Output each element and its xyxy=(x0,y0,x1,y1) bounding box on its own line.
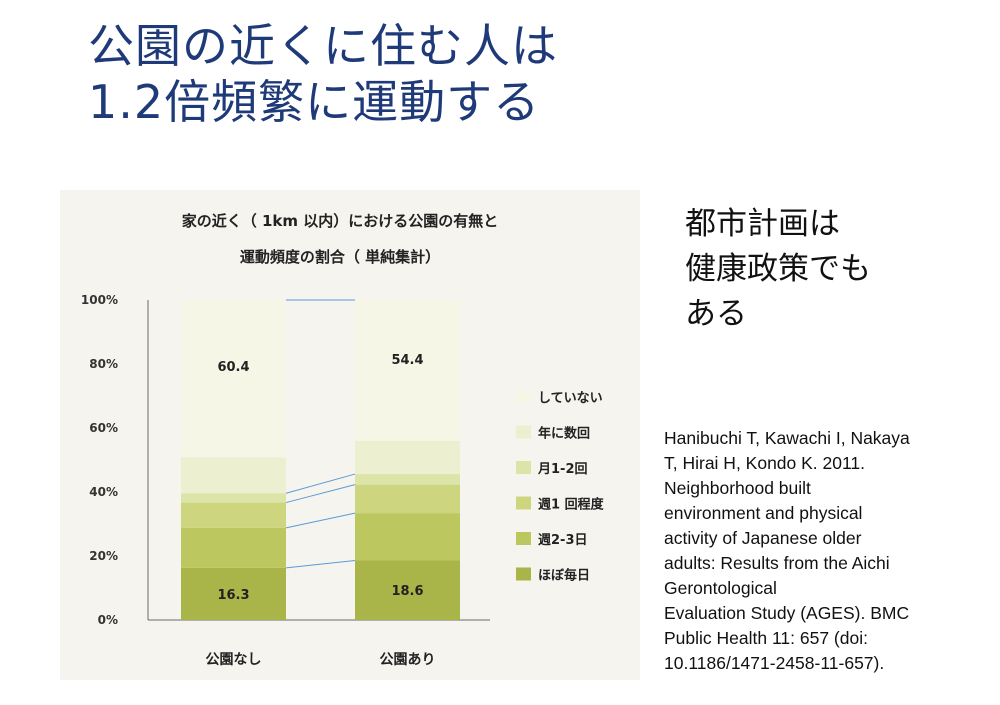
citation-line: adults: Results from the Aichi xyxy=(664,553,890,573)
bar-segment xyxy=(181,527,286,568)
slide-title-line: 公園の近くに住む人は xyxy=(88,19,558,73)
citation-line: Public Health 11: 657 (doi: xyxy=(664,628,868,648)
connector-line xyxy=(285,512,356,529)
data-label: 54.4 xyxy=(391,353,423,368)
legend-swatch xyxy=(516,390,531,403)
chart-title-line: 家の近く（ 1km 以内）における公園の有無と xyxy=(181,212,499,230)
citation-line: environment and physical xyxy=(664,503,863,523)
bar-segment xyxy=(355,300,460,441)
legend-swatch xyxy=(516,532,531,545)
callout-line: 都市計画は xyxy=(685,206,840,242)
y-tick-label: 20% xyxy=(89,549,118,563)
bar-segment xyxy=(355,474,460,485)
legend-label: 週2-3日 xyxy=(538,533,588,548)
y-tick-label: 40% xyxy=(89,485,118,499)
legend-label: 月1-2回 xyxy=(537,462,588,477)
citation-line: Gerontological xyxy=(664,578,777,598)
legend-swatch xyxy=(516,496,531,510)
citation-line: 10.1186/1471-2458-11-657). xyxy=(664,653,885,673)
legend-label: 週1 回程度 xyxy=(538,497,605,513)
slide-title-line: 1.2倍頻繁に運動する xyxy=(88,75,541,129)
bar-segment xyxy=(355,513,460,561)
citation-line: Hanibuchi T, Kawachi I, Nakaya xyxy=(664,428,910,448)
legend-swatch xyxy=(516,567,531,581)
bar-segment xyxy=(181,567,286,620)
connector-line xyxy=(285,484,356,504)
x-category-label: 公園なし xyxy=(206,652,262,668)
bar-segment xyxy=(355,440,460,475)
legend-swatch xyxy=(516,461,531,474)
bar-segment xyxy=(355,484,460,514)
bar-segment xyxy=(181,493,286,503)
callout-line: ある xyxy=(685,296,747,332)
data-label: 60.4 xyxy=(217,360,249,375)
legend-label: ほぼ毎日 xyxy=(538,568,590,584)
callout-line: 健康政策でも xyxy=(685,251,871,287)
citation-line: Evaluation Study (AGES). BMC xyxy=(664,603,910,623)
chart-panel xyxy=(60,190,640,680)
bar-segment xyxy=(355,560,460,620)
data-label: 16.3 xyxy=(217,588,249,603)
x-category-label: 公園あり xyxy=(380,652,436,668)
connector-line xyxy=(285,473,356,494)
bar-segment xyxy=(181,300,286,458)
callout-text: 都市計画は 健康政策でも ある xyxy=(685,202,871,337)
y-tick-label: 0% xyxy=(98,613,118,627)
legend-swatch xyxy=(516,425,531,439)
bar-segment xyxy=(181,502,286,528)
citation-line: Neighborhood built xyxy=(664,478,811,498)
citation-line: activity of Japanese older xyxy=(664,528,862,548)
bar-segment xyxy=(181,457,286,494)
legend-label: していない xyxy=(538,391,603,406)
chart-title-line: 運動頻度の割合（ 単純集計） xyxy=(239,248,441,266)
citation-line: T, Hirai H, Kondo K. 2011. xyxy=(664,453,866,473)
slide-title: 公園の近くに住む人は 1.2倍頻繁に運動する xyxy=(88,18,558,130)
data-label: 18.6 xyxy=(391,584,423,599)
citation: Hanibuchi T, Kawachi I, Nakaya T, Hirai … xyxy=(664,426,984,676)
y-tick-label: 80% xyxy=(89,357,118,371)
connector-line xyxy=(285,559,356,569)
y-tick-label: 100% xyxy=(81,293,118,307)
legend-label: 年に数回 xyxy=(538,426,590,442)
y-tick-label: 60% xyxy=(89,421,118,435)
